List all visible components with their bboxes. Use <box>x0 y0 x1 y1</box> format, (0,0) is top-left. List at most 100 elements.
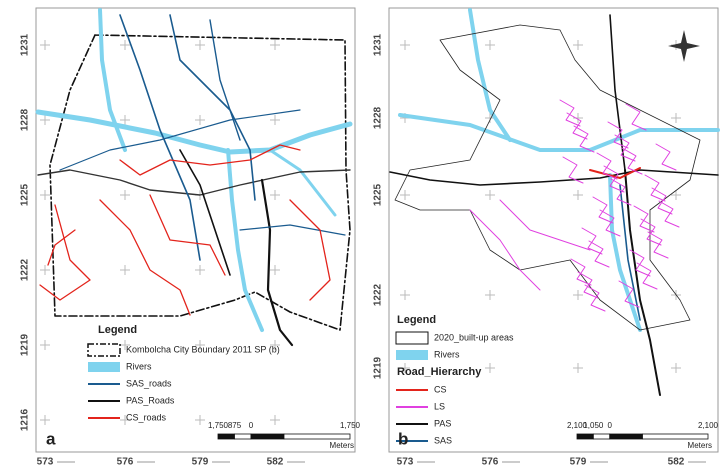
road <box>614 134 636 162</box>
x-tick-label: 579 <box>192 457 209 468</box>
river <box>398 113 720 152</box>
road <box>633 205 655 233</box>
scale-unit: Meters <box>330 441 354 450</box>
road <box>640 218 662 246</box>
legend-label: CS_roads <box>126 412 167 422</box>
road <box>39 204 91 301</box>
y-tick-label: 1231 <box>373 33 384 56</box>
road <box>570 258 592 286</box>
road <box>621 147 643 175</box>
legend-label: 2020_built-up areas <box>434 332 514 342</box>
scale-segment <box>576 433 594 440</box>
city-boundary <box>49 34 351 331</box>
legend-label: LS <box>434 401 445 411</box>
legend-subtitle: Road_Hierarchy <box>397 366 482 378</box>
x-tick-label: 573 <box>37 457 54 468</box>
legend-label: SAS <box>434 435 452 445</box>
river <box>468 8 512 142</box>
river <box>268 148 337 217</box>
road <box>99 199 191 316</box>
scale-segment <box>592 433 611 440</box>
road <box>179 149 231 276</box>
scale-label: 0 <box>249 421 254 430</box>
x-tick-label: 576 <box>117 457 134 468</box>
road <box>37 169 351 196</box>
road <box>389 169 719 186</box>
road <box>289 199 331 301</box>
road <box>59 109 301 171</box>
legend-title: Legend <box>397 314 436 326</box>
scale-label: 1,750 <box>340 421 361 430</box>
x-tick-label: 573 <box>397 457 414 468</box>
x-tick-label: 582 <box>668 457 685 468</box>
legend-label: SAS_roads <box>126 378 172 388</box>
y-tick-label: 1228 <box>20 108 31 131</box>
road <box>592 196 614 224</box>
road <box>651 187 673 215</box>
scale-segment <box>234 433 252 440</box>
river <box>98 8 127 152</box>
road <box>619 184 641 321</box>
scale-label: 2,100 <box>567 421 588 430</box>
road <box>588 240 610 268</box>
road <box>239 224 346 236</box>
road <box>658 200 680 228</box>
road <box>655 143 677 171</box>
road <box>589 167 641 179</box>
road <box>581 227 603 255</box>
scale-label: 0 <box>608 421 613 430</box>
legend-label: PAS_Roads <box>126 395 175 405</box>
y-tick-label: 1216 <box>20 408 31 431</box>
legend-label: Kombolcha City Boundary 2011 SP (b) <box>126 344 280 354</box>
legend-swatch <box>395 331 429 345</box>
road <box>47 229 76 266</box>
panel-label: a <box>46 429 56 448</box>
road <box>610 178 632 206</box>
road <box>607 121 629 149</box>
x-tick-label: 576 <box>482 457 499 468</box>
map-frame <box>388 7 719 453</box>
y-tick-label: 1222 <box>373 283 384 306</box>
road <box>499 199 591 251</box>
x-tick-label: 582 <box>267 457 284 468</box>
x-tick-label: 579 <box>570 457 587 468</box>
scale-label: 1,750 <box>208 421 229 430</box>
road <box>573 125 595 153</box>
road <box>119 144 301 176</box>
road <box>469 209 541 291</box>
road <box>625 103 647 131</box>
panel-label: b <box>398 429 408 448</box>
legend-title: Legend <box>98 324 137 336</box>
road <box>596 152 618 180</box>
road <box>119 14 201 261</box>
scale-unit: Meters <box>688 441 712 450</box>
road <box>624 169 661 396</box>
y-tick-label: 1222 <box>20 258 31 281</box>
map-layer: 573 576 579 582 1231 1228 1225 1222 1219 1216 573 5… <box>20 7 720 468</box>
road <box>260 178 294 347</box>
scale-label: 875 <box>228 421 242 430</box>
river <box>226 148 264 332</box>
scale-label: 1,050 <box>583 421 604 430</box>
scale-segment <box>609 433 643 440</box>
legend-swatch <box>396 350 428 360</box>
y-tick-label: 1219 <box>20 333 31 356</box>
road <box>577 271 599 299</box>
road <box>566 112 588 140</box>
road <box>559 99 581 127</box>
road <box>149 194 226 276</box>
y-tick-label: 1225 <box>373 183 384 206</box>
road <box>636 262 658 290</box>
road <box>644 174 666 202</box>
scale-segment <box>250 433 285 440</box>
scale-label: 2,100 <box>698 421 719 430</box>
scale-segment <box>217 433 235 440</box>
built-up-area <box>394 24 701 331</box>
scale-segment <box>283 433 351 440</box>
road <box>562 156 584 184</box>
y-tick-label: 1225 <box>20 183 31 206</box>
river <box>35 109 353 155</box>
legend-label: Rivers <box>126 361 152 371</box>
road <box>629 249 651 277</box>
